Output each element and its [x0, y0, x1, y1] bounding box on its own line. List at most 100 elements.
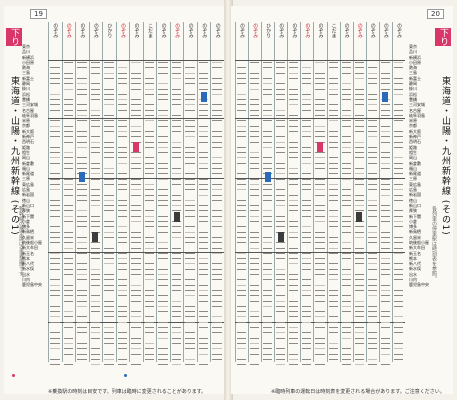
time-entry-mark — [104, 284, 114, 286]
time-entry-mark — [185, 173, 195, 175]
time-entry-mark — [367, 236, 377, 238]
time-entry-mark — [393, 88, 403, 90]
train-name: のぞみ — [65, 23, 72, 38]
time-entry-mark — [212, 88, 222, 90]
time-entry-mark — [63, 364, 74, 366]
time-entry-mark — [212, 104, 222, 106]
train-name: のぞみ — [133, 23, 140, 38]
time-entry-mark — [380, 247, 390, 249]
time-entry-mark — [212, 289, 222, 291]
time-entry-mark — [171, 104, 182, 106]
time-entry-mark — [237, 332, 247, 334]
time-entry-mark — [250, 130, 260, 132]
time-entry-mark — [328, 327, 338, 328]
time-entry-mark — [198, 231, 209, 233]
time-entry-mark — [50, 284, 60, 286]
time-entry-mark — [263, 300, 273, 302]
time-entry-mark — [289, 289, 299, 291]
time-entry-mark — [50, 364, 60, 366]
time-entry-mark — [263, 83, 273, 85]
station-name: 岐阜羽島 — [22, 112, 38, 118]
time-entry-mark — [237, 316, 247, 318]
time-entry-mark — [302, 289, 312, 291]
time-entry-mark — [117, 136, 128, 138]
time-entry-mark — [328, 173, 338, 175]
time-entry-mark — [341, 120, 351, 122]
time-entry-mark — [341, 152, 351, 154]
time-entry-mark — [50, 226, 60, 228]
time-entry-mark — [354, 279, 364, 281]
time-entry-mark — [302, 231, 312, 233]
station-name: 福山 — [409, 165, 417, 171]
time-entry-mark — [212, 173, 222, 175]
station-name: 小倉 — [409, 218, 417, 224]
time-entry-mark — [328, 353, 338, 355]
time-entry-mark — [185, 125, 195, 127]
time-entry-mark — [354, 125, 364, 127]
time-entry-mark — [328, 268, 338, 270]
time-entry-mark — [328, 136, 338, 138]
time-entry-mark — [171, 67, 182, 69]
train-name: こだま — [147, 23, 154, 38]
station-name: 新倉敷 — [409, 160, 421, 166]
time-entry-mark — [289, 194, 299, 196]
time-entry-mark — [50, 157, 60, 159]
time-entry-mark — [289, 210, 299, 212]
time-entry-mark — [263, 62, 273, 63]
time-entry-mark — [367, 83, 377, 85]
time-entry-mark — [380, 194, 390, 196]
time-entry-mark — [185, 252, 195, 254]
time-entry-mark — [302, 189, 312, 191]
time-entry-mark — [77, 146, 87, 148]
time-entry-mark — [50, 348, 60, 350]
time-entry-mark — [77, 194, 87, 196]
time-entry-mark — [315, 221, 325, 222]
time-entry-mark — [77, 221, 87, 222]
time-entry-mark — [185, 93, 195, 95]
time-entry-mark — [276, 115, 286, 116]
time-entry-mark — [171, 289, 182, 291]
time-entry-mark — [117, 295, 128, 297]
time-entry-mark — [131, 268, 141, 270]
time-entry-mark — [158, 321, 168, 323]
time-entry-mark — [158, 337, 168, 339]
time-entry-mark — [212, 83, 222, 85]
time-entry-mark — [104, 279, 114, 281]
stop-badge — [277, 232, 284, 242]
time-entry-mark — [393, 162, 403, 164]
time-entry-mark — [380, 295, 390, 297]
time-entry-mark — [250, 141, 260, 143]
time-entry-mark — [185, 146, 195, 148]
time-entry-mark — [263, 215, 273, 217]
time-entry-mark — [77, 300, 87, 302]
time-entry-mark — [144, 215, 155, 217]
time-entry-mark — [144, 157, 155, 159]
time-entry-mark — [63, 136, 74, 138]
time-entry-mark — [354, 88, 364, 90]
station-name: 博多 — [409, 224, 417, 230]
time-entry-mark — [104, 205, 114, 207]
time-entry-mark — [289, 364, 299, 366]
time-entry-mark — [237, 284, 247, 286]
time-entry-mark — [380, 364, 390, 366]
time-entry-mark — [50, 72, 60, 74]
time-entry-mark — [171, 205, 182, 207]
time-entry-mark — [263, 157, 273, 159]
time-entry-mark — [367, 152, 377, 154]
time-entry-mark — [341, 364, 351, 366]
time-entry-mark — [171, 327, 182, 328]
time-entry-mark — [263, 130, 273, 132]
time-entry-mark — [276, 168, 286, 169]
time-entry-mark — [77, 332, 87, 334]
time-entry-mark — [250, 109, 260, 111]
time-entry-mark — [315, 62, 325, 63]
time-entry-mark — [302, 146, 312, 148]
time-entry-mark — [289, 316, 299, 318]
time-entry-mark — [171, 236, 182, 238]
train-column-header: のぞみ — [365, 22, 380, 362]
time-entry-mark — [328, 279, 338, 281]
time-entry-mark — [237, 295, 247, 297]
time-entry-mark — [393, 279, 403, 281]
station-name: 新玉名 — [409, 250, 421, 256]
time-entry-mark — [185, 364, 195, 366]
